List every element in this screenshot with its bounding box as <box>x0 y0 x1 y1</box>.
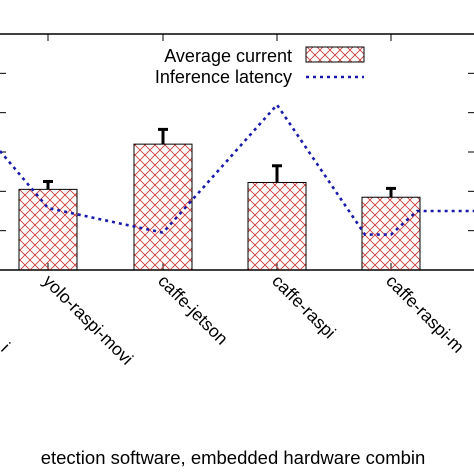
legend-label-inference-latency: Inference latency <box>155 67 292 87</box>
x-tick-label-yolo-raspi-movi: yolo-raspi-movi <box>39 271 137 369</box>
legend-swatch-average-current <box>305 46 365 63</box>
legend-label-average-current: Average current <box>164 46 292 66</box>
bar-yolo-raspi-movi <box>18 188 78 271</box>
x-axis-label: etection software, embedded hardware com… <box>41 447 426 468</box>
bar-caffe-raspi <box>247 181 307 271</box>
line-series <box>0 102 474 236</box>
bar-series <box>18 127 421 271</box>
x-tick-labels: i yolo-raspi-movi caffe-jetson caffe-raspi c… <box>0 271 468 369</box>
x-tick-label-caffe-raspi: caffe-raspi <box>268 271 340 343</box>
x-tick-label-caffe-jetson: caffe-jetson <box>154 271 232 349</box>
x-tick-label-partial-left: i <box>0 339 14 356</box>
bar-caffe-jetson <box>133 143 193 271</box>
latency-line <box>0 102 474 236</box>
x-tick-label-caffe-raspi-movi: caffe-raspi-m <box>382 271 468 357</box>
